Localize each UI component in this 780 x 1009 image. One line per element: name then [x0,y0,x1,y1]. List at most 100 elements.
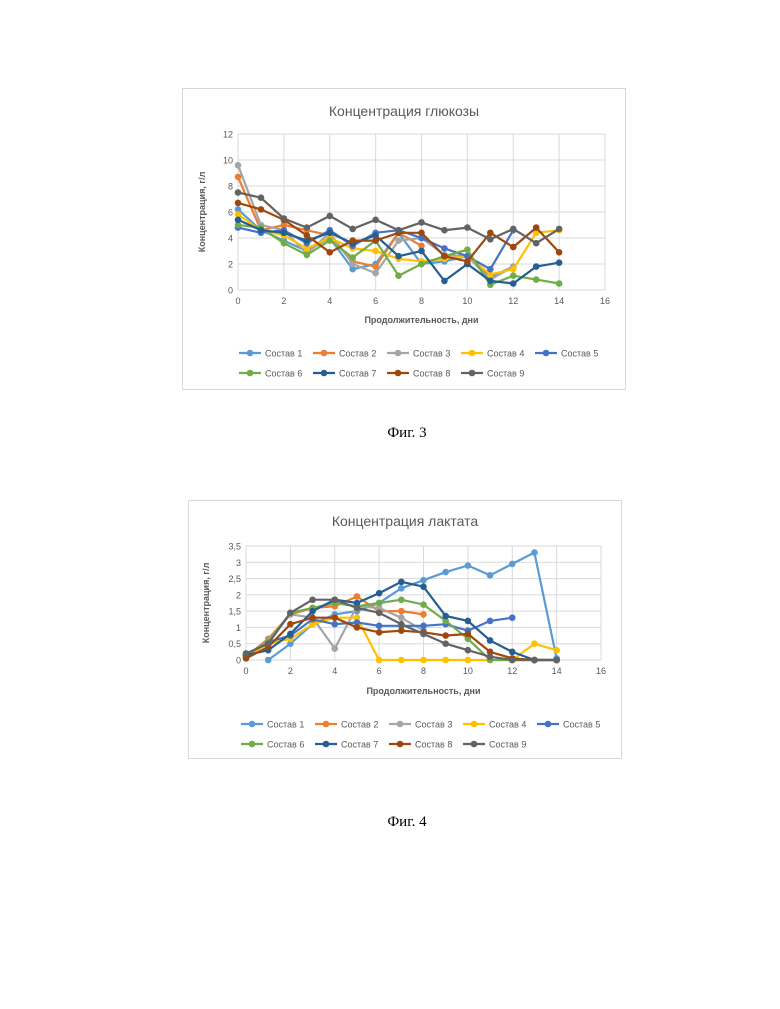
lactate-y-tick-label: 0 [236,656,241,666]
lactate-series-7-point [509,649,516,656]
glucose-series-8-point [510,244,517,251]
glucose-series-6-point [304,252,311,259]
glucose-series-8-point [349,237,356,244]
glucose-legend-marker-2 [321,350,328,357]
lactate-legend-label-9: Состав 9 [489,740,526,750]
lactate-legend-label-4: Состав 4 [489,720,526,730]
glucose-series-7-point [281,230,288,237]
lactate-series-8-point [442,632,449,639]
lactate-legend-marker-6 [249,741,256,748]
lactate-series-8-point [287,621,294,628]
glucose-series-9-point [258,194,265,201]
lactate-series-3-point [398,614,405,621]
glucose-y-tick-label: 8 [228,182,233,192]
glucose-y-axis-label: Концентрация, г/л [197,171,207,252]
lactate-series-2-point [398,608,405,615]
lactate-series-9-point [243,650,250,657]
lactate-series-9-point [509,657,516,664]
lactate-series-4-point [420,657,427,664]
lactate-series-4-point [531,640,538,647]
lactate-series-5-point [509,614,516,621]
glucose-series-8-point [372,237,379,244]
lactate-legend-marker-9 [471,741,478,748]
lactate-legend-label-3: Состав 3 [415,720,452,730]
lactate-legend-label-2: Состав 2 [341,720,378,730]
lactate-series-9-point [465,647,472,654]
glucose-legend-marker-4 [469,350,476,357]
glucose-x-tick-label: 0 [235,296,240,306]
lactate-y-tick-label: 3 [236,558,241,568]
lactate-series-9-point [531,657,538,664]
glucose-series-8-point [258,206,265,213]
glucose-legend-marker-7 [321,370,328,377]
lactate-series-4-point [398,657,405,664]
lactate-series-7-point [420,583,427,590]
lactate-series-1-point [265,657,272,664]
glucose-series-8-point [235,200,242,207]
glucose-series-9-point [395,227,402,234]
glucose-series-2-point [235,174,242,181]
glucose-y-tick-label: 6 [228,208,233,218]
lactate-series-9-point [376,609,383,616]
glucose-series-7-point [441,278,448,285]
lactate-x-tick-label: 6 [377,666,382,676]
glucose-y-tick-label: 10 [223,156,233,166]
glucose-series-3-point [349,261,356,268]
lactate-series-9-point [420,631,427,638]
glucose-legend-marker-6 [247,370,254,377]
lactate-x-tick-label: 4 [332,666,337,676]
lactate-series-7-point [465,618,472,625]
glucose-series-9-point [418,219,425,226]
glucose-legend-label-5: Состав 5 [561,349,598,359]
glucose-x-tick-label: 12 [508,296,518,306]
lactate-x-tick-label: 8 [421,666,426,676]
glucose-series-9-point [281,215,288,222]
lactate-legend-label-5: Состав 5 [563,720,600,730]
lactate-legend-label-8: Состав 8 [415,740,452,750]
lactate-series-8-point [309,614,316,621]
glucose-series-9-point [235,189,242,196]
lactate-series-1-point [487,572,494,579]
glucose-y-tick-label: 4 [228,234,233,244]
glucose-series-8-point [418,230,425,237]
glucose-series-9-point [487,236,494,243]
glucose-y-tick-label: 12 [223,130,233,140]
glucose-series-6-point [418,261,425,268]
glucose-series-6-point [281,240,288,247]
glucose-chart-svg: Концентрация глюкозы02468101202468101214… [183,89,625,389]
lactate-series-9-point [309,596,316,603]
glucose-chart: Концентрация глюкозы02468101202468101214… [182,88,626,390]
lactate-y-tick-label: 1,5 [228,607,241,617]
glucose-legend-label-7: Состав 7 [339,369,376,379]
lactate-y-tick-label: 2 [236,590,241,600]
glucose-legend-label-3: Состав 3 [413,349,450,359]
glucose-series-9-point [349,226,356,233]
lactate-legend-marker-1 [249,721,256,728]
lactate-x-tick-label: 0 [243,666,248,676]
lactate-series-5-point [331,621,338,628]
lactate-series-8-point [376,629,383,636]
glucose-series-5-point [441,245,448,252]
lactate-series-6-point [398,596,405,603]
glucose-y-tick-label: 2 [228,260,233,270]
glucose-series-7-point [235,217,242,224]
glucose-legend-label-4: Состав 4 [487,349,524,359]
lactate-legend-label-1: Состав 1 [267,720,304,730]
lactate-series-4-point [465,657,472,664]
glucose-series-7-point [258,227,265,234]
glucose-series-7-point [418,248,425,255]
glucose-series-7-point [556,259,563,266]
lactate-series-3-point [331,645,338,652]
lactate-x-tick-label: 12 [507,666,517,676]
glucose-x-tick-label: 8 [419,296,424,306]
glucose-series-8-point [464,258,471,265]
glucose-series-3-point [395,237,402,244]
lactate-x-tick-label: 14 [552,666,562,676]
glucose-series-6-point [395,272,402,279]
lactate-series-9-point [265,640,272,647]
lactate-chart-svg: Концентрация лактата00,511,522,533,50246… [189,501,621,758]
glucose-series-6-point [510,272,517,279]
lactate-series-7-point [309,608,316,615]
lactate-legend-label-7: Состав 7 [341,740,378,750]
glucose-series-6-point [349,254,356,261]
